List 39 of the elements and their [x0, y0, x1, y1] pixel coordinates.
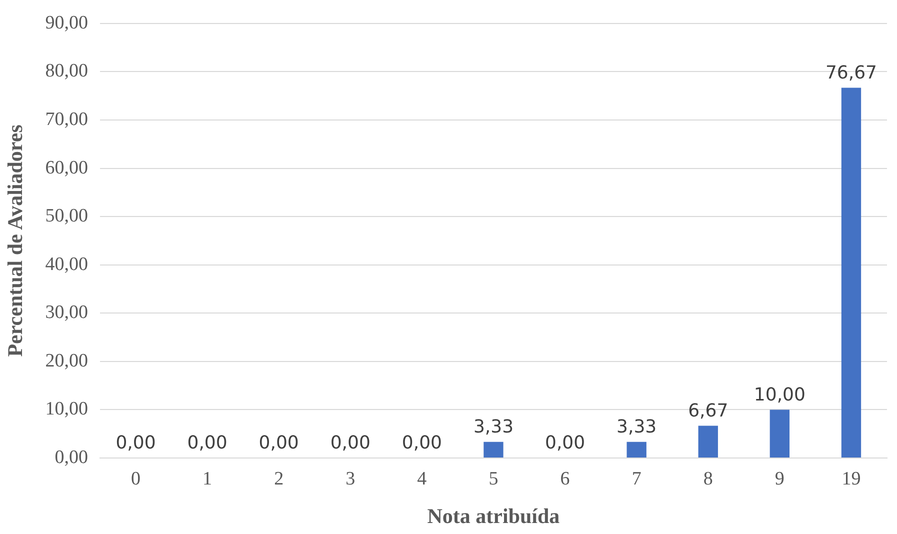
- data-label: 0,00: [544, 432, 586, 454]
- x-tick-label: 2: [274, 468, 284, 490]
- y-tick-label: 60,00: [45, 157, 88, 178]
- y-tick-label: 20,00: [45, 350, 88, 372]
- y-tick-label: 50,00: [45, 206, 88, 227]
- x-tick-label: 3: [346, 468, 356, 490]
- y-tick-label: 90,00: [45, 12, 88, 34]
- y-tick-label: 70,00: [45, 108, 88, 130]
- bar: [626, 442, 646, 458]
- bar: [770, 410, 790, 458]
- x-tick-label: 4: [417, 468, 428, 490]
- bar: [698, 426, 718, 458]
- data-label: 0,00: [187, 432, 228, 454]
- y-tick-label: 80,00: [45, 60, 88, 82]
- y-tick-label: 40,00: [45, 254, 88, 275]
- y-axis-title: Percentual de Avaliadores: [3, 124, 28, 357]
- x-axis-title: Nota atribuída: [427, 504, 560, 528]
- y-tick-label: 0,00: [54, 446, 88, 468]
- data-label: 3,33: [616, 416, 657, 438]
- bar: [484, 442, 504, 458]
- data-label: 0,00: [258, 432, 299, 454]
- y-tick-label: 10,00: [45, 398, 88, 420]
- x-tick-label: 1: [202, 468, 212, 490]
- data-label: 76,67: [825, 62, 877, 84]
- x-tick-label: 8: [703, 468, 713, 490]
- x-tick-label: 7: [632, 468, 642, 490]
- data-label: 3,33: [473, 416, 514, 438]
- x-tick-label: 6: [560, 468, 570, 490]
- x-tick-label: 0: [130, 468, 140, 490]
- x-tick-label: 9: [774, 468, 784, 490]
- data-label: 0,00: [330, 432, 370, 454]
- bar: [841, 88, 862, 458]
- x-tick-label: 19: [842, 468, 861, 490]
- x-tick-label: 5: [488, 468, 498, 490]
- data-label: 10,00: [754, 384, 806, 406]
- data-label: 6,67: [688, 400, 728, 422]
- data-label: 0,00: [402, 432, 442, 454]
- data-label: 0,00: [116, 432, 156, 454]
- y-tick-label: 30,00: [45, 302, 88, 324]
